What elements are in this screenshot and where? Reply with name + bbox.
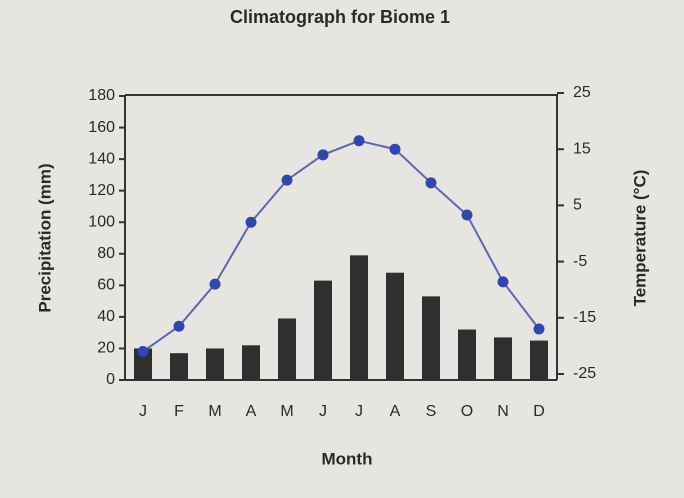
bar [494,337,512,380]
temperature-point [533,323,545,335]
temperature-point [389,143,401,155]
bar [530,340,548,380]
temperature-point [281,174,293,186]
y-tick-label: 80 [97,245,115,262]
y-tick-label: 0 [106,371,115,388]
y-tick-label: 100 [88,213,115,230]
temperature-point [245,216,257,228]
bar [134,348,152,380]
y-tick-label: 140 [88,150,115,167]
temperature-point [425,177,437,189]
temperature-line [142,139,540,353]
bar [206,348,224,380]
y2-tick-label: -5 [573,253,587,270]
temperature-point [461,209,473,221]
temperature-point [137,346,149,358]
temperature-point [497,276,509,288]
y2-tick-label: 15 [573,140,591,157]
temperature-point [353,135,365,147]
y-tick-label: 20 [97,340,115,357]
y2-tick-label: 5 [573,197,582,214]
x-tick-label: A [246,403,257,420]
temperature-point [173,320,185,332]
y2-tick-label: -25 [573,365,596,382]
x-tick-label: J [355,403,363,420]
x-tick-label: S [426,403,437,420]
x-tick-label: D [533,403,545,420]
bar [422,296,440,380]
x-tick-label: M [208,403,221,420]
y2-tick-label: -15 [573,309,596,326]
plot-frame [124,94,558,381]
x-tick-label: N [497,403,509,420]
bar [386,272,404,380]
y-axis-label: Precipitation (mm) [35,163,54,312]
x-tick-label: M [280,403,293,420]
y2-tick-label: 25 [573,84,591,101]
bar [170,353,188,380]
bar [350,255,368,380]
temperature-point [317,149,329,161]
x-axis-label: Month [322,449,373,468]
y-tick-label: 120 [88,182,115,199]
x-tick-label: O [461,403,473,420]
bar [458,329,476,380]
x-tick-label: J [319,403,327,420]
bar [314,280,332,380]
bar [278,318,296,380]
y-tick-label: 180 [88,87,115,104]
chart-title: Climatograph for Biome 1 [230,7,450,27]
bar [242,345,260,380]
x-tick-label: J [139,403,147,420]
y2-axis-label: Temperature (°C) [630,170,649,307]
y-tick-label: 160 [88,119,115,136]
temperature-point [209,278,221,290]
y-tick-label: 40 [97,308,115,325]
x-tick-label: A [390,403,401,420]
x-tick-label: F [174,403,184,420]
y-tick-label: 60 [97,277,115,294]
